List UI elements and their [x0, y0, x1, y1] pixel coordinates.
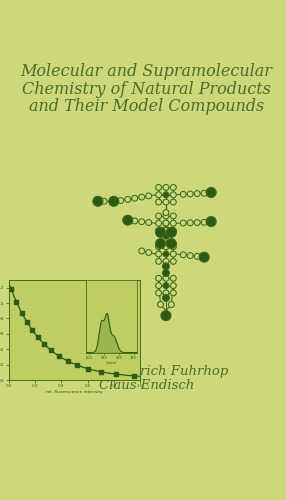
X-axis label: rel. fluorescence intensity: rel. fluorescence intensity [46, 390, 103, 394]
Circle shape [163, 213, 169, 219]
Circle shape [187, 252, 193, 258]
Text: Chemistry of Natural Products: Chemistry of Natural Products [22, 81, 271, 98]
Circle shape [163, 199, 169, 205]
Point [98, 368, 103, 376]
Circle shape [156, 184, 162, 190]
Circle shape [170, 220, 176, 226]
Point [65, 357, 70, 365]
Circle shape [146, 193, 152, 199]
Circle shape [146, 250, 152, 256]
Circle shape [170, 251, 176, 257]
Circle shape [163, 282, 169, 288]
Circle shape [206, 216, 216, 226]
Circle shape [163, 276, 169, 281]
Circle shape [187, 220, 193, 226]
Circle shape [156, 276, 162, 281]
Circle shape [170, 276, 176, 281]
Point [25, 318, 29, 326]
Circle shape [93, 196, 103, 206]
Circle shape [170, 213, 176, 219]
Circle shape [180, 192, 186, 198]
Circle shape [156, 238, 166, 248]
Circle shape [166, 228, 176, 237]
Circle shape [163, 220, 169, 226]
Circle shape [156, 251, 162, 257]
Circle shape [194, 190, 200, 196]
Circle shape [156, 290, 162, 296]
Circle shape [180, 252, 186, 258]
Point [56, 352, 61, 360]
Circle shape [132, 218, 138, 224]
Circle shape [163, 220, 169, 226]
Point [75, 361, 79, 369]
Circle shape [162, 294, 169, 302]
Circle shape [170, 244, 176, 250]
Text: Claus Endisch: Claus Endisch [99, 379, 194, 392]
Circle shape [199, 252, 209, 262]
Circle shape [163, 210, 169, 216]
Point [35, 333, 40, 341]
Circle shape [156, 220, 162, 226]
Circle shape [139, 194, 145, 200]
X-axis label: λ(nm): λ(nm) [106, 362, 117, 366]
Point [9, 286, 13, 294]
Circle shape [109, 196, 119, 206]
Circle shape [194, 220, 200, 226]
Text: Jürgen–Hinrich Fuhrhop: Jürgen–Hinrich Fuhrhop [64, 366, 229, 378]
Circle shape [161, 310, 171, 320]
Circle shape [156, 213, 162, 219]
Circle shape [201, 190, 207, 196]
Circle shape [163, 184, 169, 190]
Circle shape [180, 220, 186, 226]
Circle shape [162, 270, 169, 276]
Circle shape [125, 196, 131, 202]
Circle shape [101, 198, 107, 204]
Point [114, 370, 119, 378]
Circle shape [123, 215, 133, 225]
Circle shape [170, 282, 176, 288]
Circle shape [156, 282, 162, 288]
Circle shape [163, 290, 169, 296]
Circle shape [201, 220, 207, 225]
Circle shape [206, 188, 216, 198]
Text: Molecular and Supramolecular: Molecular and Supramolecular [21, 63, 273, 80]
Circle shape [132, 196, 138, 201]
Circle shape [168, 302, 174, 308]
Circle shape [146, 220, 152, 226]
Circle shape [139, 248, 145, 254]
Circle shape [170, 199, 176, 205]
Point [131, 372, 136, 380]
Circle shape [170, 290, 176, 296]
Circle shape [139, 219, 145, 224]
Point [85, 364, 90, 372]
Circle shape [156, 199, 162, 205]
Circle shape [156, 228, 166, 237]
Circle shape [170, 228, 176, 234]
Circle shape [187, 191, 193, 197]
Point [19, 308, 24, 316]
Circle shape [156, 192, 162, 198]
Circle shape [170, 192, 176, 198]
Circle shape [158, 302, 164, 308]
Circle shape [118, 198, 124, 203]
Circle shape [156, 244, 162, 250]
Circle shape [194, 254, 200, 260]
Circle shape [170, 184, 176, 190]
Circle shape [156, 258, 162, 264]
Circle shape [162, 232, 169, 239]
Circle shape [163, 244, 169, 250]
Circle shape [163, 251, 169, 257]
Point [14, 298, 19, 306]
Circle shape [163, 258, 169, 264]
Circle shape [170, 258, 176, 264]
Circle shape [166, 238, 176, 248]
Point [42, 340, 46, 348]
Point [48, 346, 53, 354]
Point [30, 326, 35, 334]
Circle shape [156, 228, 162, 234]
Circle shape [163, 192, 169, 198]
Text: and Their Model Compounds: and Their Model Compounds [29, 98, 264, 116]
Circle shape [162, 263, 169, 270]
Circle shape [163, 228, 169, 234]
